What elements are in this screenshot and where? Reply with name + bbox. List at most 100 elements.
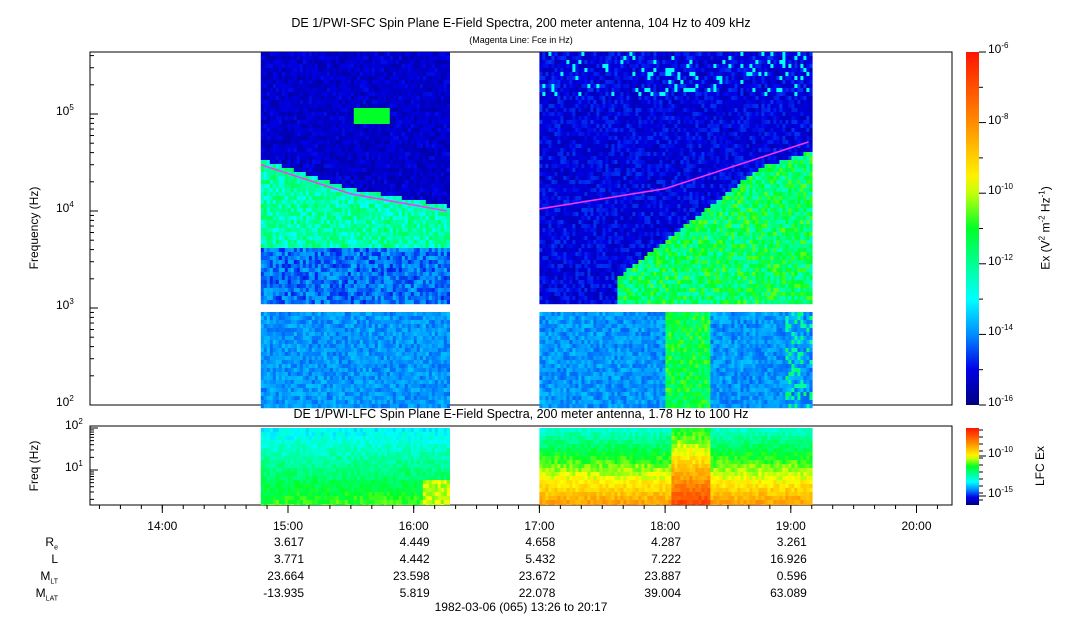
spectrogram-cell [275, 124, 279, 129]
lfc-spectrogram-cell [335, 460, 339, 465]
lfc-spectrogram-cell [350, 456, 354, 461]
spectrogram-cell [347, 264, 351, 269]
spectrogram-cell [341, 332, 345, 337]
spectrogram-cell [338, 148, 342, 153]
spectrogram-cell [341, 140, 345, 145]
lfc-spectrogram-cell [392, 468, 396, 473]
spectrogram-cell [341, 76, 345, 81]
lfc-spectrogram-cell [326, 432, 330, 437]
spectrogram-cell [368, 320, 372, 325]
spectrogram-cell [347, 268, 351, 273]
spectrogram-cell [362, 176, 366, 181]
spectrogram-cell [335, 312, 339, 317]
lfc-spectrogram-cell [317, 428, 321, 433]
lfc-spectrogram-cell [284, 492, 288, 497]
spectrogram-cell [335, 284, 339, 289]
spectrogram-cell [314, 208, 318, 213]
spectrogram-cell [287, 260, 291, 265]
spectrogram-cell [278, 296, 282, 301]
lfc-spectrogram-cell [281, 428, 285, 433]
lfc-spectrogram-cell [296, 484, 300, 489]
lfc-spectrogram-cell [326, 468, 330, 473]
lfc-spectrogram-cell [323, 488, 327, 493]
spectrogram-cell [266, 240, 270, 245]
spectrogram-cell [389, 344, 393, 349]
spectrogram-cell [350, 284, 354, 289]
spectrogram-cell [299, 80, 303, 85]
spectrogram-cell [353, 280, 357, 285]
spectrogram-cell [341, 328, 345, 333]
spectrogram-cell [341, 268, 345, 273]
spectrogram-cell [353, 404, 357, 409]
spectrogram-cell [383, 164, 387, 169]
spectrogram-cell [272, 260, 276, 265]
spectrogram-cell [287, 264, 291, 269]
spectrogram-cell [272, 244, 276, 249]
lfc-spectrogram-cell [362, 460, 366, 465]
spectrogram-cell [320, 344, 324, 349]
spectrogram-cell [269, 320, 273, 325]
spectrogram-cell [344, 64, 348, 69]
spectrogram-cell [341, 188, 345, 193]
spectrogram-cell [350, 148, 354, 153]
spectrogram-cell [329, 148, 333, 153]
spectrogram-cell [344, 264, 348, 269]
spectrogram-cell [317, 180, 321, 185]
spectrogram-cell [347, 244, 351, 249]
lfc-spectrogram-cell [263, 504, 267, 505]
spectrogram-cell [317, 360, 321, 365]
lfc-spectrogram-cell [272, 476, 276, 481]
spectrogram-cell [335, 88, 339, 93]
spectrogram-cell [311, 132, 315, 137]
spectrogram-cell [389, 116, 393, 121]
spectrogram-cell [326, 200, 330, 205]
spectrogram-cell [317, 96, 321, 101]
spectrogram-cell [278, 260, 282, 265]
lfc-spectrogram-cell [296, 468, 300, 473]
lfc-spectrogram-cell [272, 484, 276, 489]
spectrogram-cell [383, 284, 387, 289]
lfc-spectrogram-cell [296, 460, 300, 465]
spectrogram-cell [365, 336, 369, 341]
spectrogram-cell [293, 332, 297, 337]
spectrogram-cell [320, 128, 324, 133]
spectrogram-cell [386, 96, 390, 101]
lfc-spectrogram-cell [371, 500, 375, 505]
spectrogram-cell [269, 164, 273, 169]
spectrogram-cell [389, 396, 393, 401]
spectrogram-cell [296, 72, 300, 77]
spectrogram-cell [314, 376, 318, 381]
spectrogram-cell [260, 176, 264, 181]
spectrogram-cell [332, 136, 336, 141]
spectrogram-cell [359, 76, 363, 81]
lfc-spectrogram-cell [389, 468, 393, 473]
spectrogram-cell [305, 400, 309, 405]
spectrogram-cell [293, 132, 297, 137]
spectrogram-cell [392, 244, 396, 249]
spectrogram-cell [395, 320, 399, 325]
spectrogram-cell [356, 300, 360, 305]
lfc-spectrogram-cell [353, 440, 357, 445]
spectrogram-cell [317, 320, 321, 325]
spectrogram-cell [308, 152, 312, 157]
spectrogram-cell [317, 148, 321, 153]
spectrogram-cell [287, 128, 291, 133]
spectrogram-cell [392, 332, 396, 337]
spectrogram-cell [341, 224, 345, 229]
spectrogram-cell [353, 196, 357, 201]
spectrogram-cell [335, 324, 339, 329]
lfc-spectrogram-cell [371, 452, 375, 457]
spectrogram-cell [374, 324, 378, 329]
spectrogram-cell [341, 320, 345, 325]
lfc-spectrogram-cell [365, 500, 369, 505]
spectrogram-cell [371, 120, 375, 125]
lfc-spectrogram-cell [263, 436, 267, 441]
spectrogram-cell [272, 108, 276, 113]
spectrogram-cell [347, 296, 351, 301]
spectrogram-cell [323, 324, 327, 329]
spectrogram-cell [323, 212, 327, 217]
spectrogram-cell [335, 292, 339, 297]
spectrogram-cell [302, 216, 306, 221]
spectrogram-cell [371, 148, 375, 153]
spectrogram-cell [374, 316, 378, 321]
